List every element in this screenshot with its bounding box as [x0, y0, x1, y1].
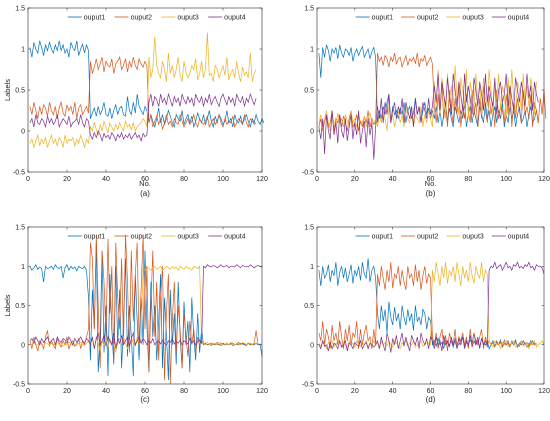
subplot-b: 0 20 40 60 80 100 120-0.500.511.5No.(b)ouput1 o…	[302, 6, 550, 199]
legend-label: ouput1	[372, 15, 394, 22]
y-tick-label: 1	[310, 47, 314, 54]
series-line-ouput3	[318, 65, 537, 132]
y-tick-label: 0	[310, 129, 314, 136]
legend-label: ouput2	[131, 15, 153, 22]
x-tick-label: 60	[141, 176, 149, 183]
legend-label: ouput1	[372, 234, 394, 241]
axes-box	[316, 226, 545, 385]
series-line-ouput1	[29, 242, 263, 381]
subplot-caption: (a)	[140, 189, 150, 198]
x-tick-label: 120	[256, 388, 268, 395]
y-tick-label: 1.5	[15, 225, 25, 232]
y-tick-label: 0.5	[304, 88, 314, 95]
x-tick-label: 0	[26, 176, 30, 183]
y-tick-label: -0.5	[13, 382, 25, 389]
legend-label: ouput3	[462, 234, 484, 241]
x-tick-label: 80	[464, 388, 472, 395]
legend-label: ouput4	[508, 234, 530, 241]
series-line-ouput3	[29, 32, 257, 149]
series-line-ouput4	[318, 73, 539, 160]
legend-label: ouput4	[224, 234, 246, 241]
y-tick-label: 0.5	[15, 303, 25, 310]
x-tick-label: 60	[427, 176, 435, 183]
y-tick-label: 0.5	[304, 303, 314, 310]
subplot-caption: (b)	[426, 189, 436, 198]
x-tick-label: 60	[427, 388, 435, 395]
legend-label: ouput2	[417, 234, 439, 241]
x-tick-label: 0	[26, 388, 30, 395]
x-tick-label: 20	[63, 388, 71, 395]
series-line-ouput2	[318, 262, 537, 352]
legend-label: ouput2	[131, 234, 153, 241]
x-tick-label: 40	[389, 388, 397, 395]
y-tick-label: 0	[21, 129, 25, 136]
x-axis-label: No.	[425, 179, 437, 188]
legend-label: ouput4	[508, 15, 530, 22]
x-tick-label: 120	[538, 176, 550, 183]
x-tick-label: 20	[351, 388, 359, 395]
subplot-caption: (c)	[140, 395, 150, 404]
x-tick-label: 0	[315, 388, 319, 395]
x-tick-label: 80	[180, 176, 188, 183]
x-tick-label: 100	[500, 388, 512, 395]
series-line-ouput3	[318, 262, 545, 350]
x-tick-label: 40	[389, 176, 397, 183]
x-tick-label: 0	[315, 176, 319, 183]
x-tick-label: 120	[256, 176, 268, 183]
series-line-ouput4	[318, 261, 545, 353]
x-axis-label: No.	[139, 179, 151, 188]
series-line-ouput2	[29, 56, 257, 130]
series-line-ouput1	[318, 44, 539, 127]
x-tick-label: 120	[538, 388, 550, 395]
y-tick-label: -0.5	[302, 170, 314, 177]
y-tick-label: 1	[21, 264, 25, 271]
x-tick-label: 40	[102, 388, 110, 395]
y-tick-label: 1.5	[304, 6, 314, 13]
y-tick-label: 1	[310, 264, 314, 271]
x-tick-label: 20	[63, 176, 71, 183]
series-line-ouput1	[318, 258, 537, 350]
y-axis-label: Labels	[3, 79, 12, 101]
series-line-ouput4	[29, 264, 263, 349]
y-tick-label: 0.5	[15, 88, 25, 95]
y-axis-label: Labels	[3, 294, 12, 316]
x-tick-label: 100	[500, 176, 512, 183]
x-tick-label: 60	[141, 388, 149, 395]
y-tick-label: -0.5	[13, 170, 25, 177]
series-line-ouput2	[29, 234, 259, 385]
y-tick-label: 0	[21, 342, 25, 349]
legend-label: ouput4	[224, 15, 246, 22]
x-tick-label: 100	[217, 388, 229, 395]
legend-label: ouput2	[417, 15, 439, 22]
y-tick-label: 1	[21, 47, 25, 54]
series-line-ouput1	[29, 40, 265, 129]
legend-label: ouput3	[177, 234, 199, 241]
legend-label: ouput3	[462, 15, 484, 22]
subplot-d: 0 20 40 60 80 100 120-0.500.511.5(d)ouput1 oupu…	[302, 225, 550, 405]
legend-label: ouput1	[84, 234, 106, 241]
x-tick-label: 20	[351, 176, 359, 183]
subplot-caption: (d)	[426, 395, 436, 404]
series-line-ouput4	[29, 92, 257, 143]
x-tick-label: 80	[464, 176, 472, 183]
subplot-c: 0 20 40 60 80 100 120-0.500.511.5Labels(c)oupu…	[3, 225, 268, 405]
legend-label: ouput3	[177, 15, 199, 22]
series-line-ouput2	[318, 53, 547, 132]
y-tick-label: 0	[310, 342, 314, 349]
x-tick-label: 80	[180, 388, 188, 395]
subplot-a: 0 20 40 60 80 100 120-0.500.511.5No.Labels(a)o…	[3, 6, 268, 199]
x-tick-label: 40	[102, 176, 110, 183]
legend-label: ouput1	[84, 15, 106, 22]
x-tick-label: 100	[217, 176, 229, 183]
y-tick-label: 1.5	[304, 225, 314, 232]
y-tick-label: -0.5	[302, 382, 314, 389]
y-tick-label: 1.5	[15, 6, 25, 13]
series-line-ouput3	[29, 265, 259, 353]
axes-box	[27, 226, 263, 385]
